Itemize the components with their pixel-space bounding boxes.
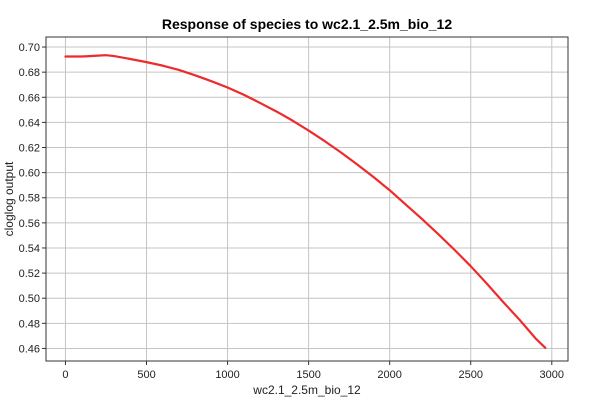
x-tick-label: 3000 — [540, 369, 564, 381]
x-axis-label: wc2.1_2.5m_bio_12 — [252, 383, 361, 397]
y-tick-label: 0.66 — [19, 92, 40, 104]
series-layer — [64, 54, 547, 349]
y-axis: 0.46 0.48 0.50 0.52 0.54 0.56 0.58 0.60 0.62 0.64… — [19, 42, 46, 355]
plot-area — [45, 36, 569, 362]
plot-frame — [45, 36, 569, 362]
x-tick-label: 1500 — [296, 369, 320, 381]
y-tick-label: 0.60 — [19, 168, 40, 180]
y-tick-label: 0.58 — [19, 193, 40, 205]
x-tick-label: 1000 — [215, 369, 239, 381]
y-tick-label: 0.48 — [19, 318, 40, 330]
y-tick-label: 0.56 — [19, 218, 40, 230]
y-tick-label: 0.64 — [19, 117, 40, 129]
y-tick-label: 0.46 — [19, 343, 40, 355]
x-axis: 0 500 1000 1500 2000 2500 3000 — [62, 361, 564, 381]
chart-title: Response of species to wc2.1_2.5m_bio_12 — [162, 16, 452, 32]
x-tick-label: 500 — [137, 369, 155, 381]
y-tick-label: 0.52 — [19, 268, 40, 280]
y-tick-label: 0.54 — [19, 243, 40, 255]
x-tick-label: 2500 — [458, 369, 482, 381]
y-axis-label: cloglog output — [2, 161, 16, 236]
y-tick-label: 0.68 — [19, 67, 40, 79]
y-tick-label: 0.62 — [19, 143, 40, 155]
grid — [46, 37, 568, 361]
x-tick-label: 2000 — [377, 369, 401, 381]
series-line-0 — [64, 54, 547, 349]
y-tick-label: 0.70 — [19, 42, 40, 54]
y-tick-label: 0.50 — [19, 293, 40, 305]
x-tick-label: 0 — [62, 369, 68, 381]
